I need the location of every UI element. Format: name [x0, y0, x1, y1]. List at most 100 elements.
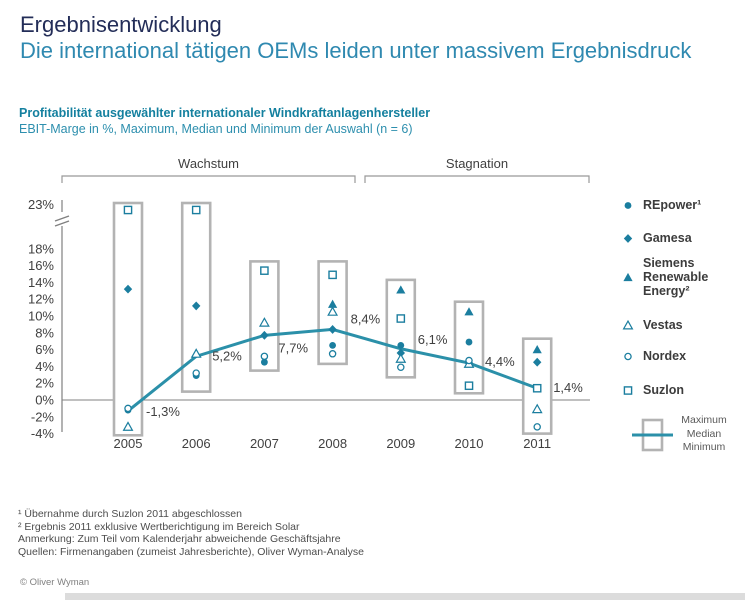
y-tick-10: 10% [28, 309, 54, 324]
footnotes: ¹ Übernahme durch Suzlon 2011 abgeschlos… [18, 508, 364, 558]
marker-suzlon-2008 [328, 270, 337, 280]
marker-suzlon-2011 [532, 383, 542, 393]
footnote-1: ¹ Übernahme durch Suzlon 2011 abgeschlos… [18, 508, 242, 520]
phase-label-stagnation: Stagnation [446, 156, 508, 171]
phase-bracket-wachstum [61, 175, 356, 183]
x-tick-2009: 2009 [386, 436, 415, 451]
y-tick-0: 0% [35, 393, 54, 408]
y-tick-16: 16% [28, 258, 54, 273]
marker-suzlon-2005 [123, 205, 133, 215]
median-label-2010: 4,4% [485, 354, 515, 369]
legend-label: Siemens Renewable Energy² [643, 256, 709, 298]
y-tick-12: 12% [28, 292, 54, 307]
median-label-2007: 7,7% [278, 340, 308, 355]
marker-vestas-2006 [190, 348, 202, 358]
footnote-sources: Quellen: Firmenangaben (zumeist Jahresbe… [18, 545, 364, 558]
marker-vestas-2009 [395, 353, 407, 363]
chart-title: Profitabilität ausgewählter internationa… [19, 106, 431, 120]
range-box-2007 [249, 260, 280, 372]
marker-gamesa-2007 [260, 330, 269, 340]
median-label-2009: 6,1% [418, 332, 448, 347]
x-tick-2005: 2005 [114, 436, 143, 451]
circle-open-glyph [624, 352, 632, 361]
marker-suzlon-2010 [464, 381, 474, 391]
axis-break-slash-2 [54, 220, 70, 227]
legend-item-repower: REpower¹ [620, 197, 701, 213]
marker-vestas-2008 [327, 306, 339, 316]
ebit-margin-chart: Wachstum Stagnation 23% 18% 16% 14% 12% 10%8% 6%… [28, 156, 590, 451]
legend-item-siemens: Siemens Renewable Energy² [620, 256, 708, 298]
legend-label: Vestas [643, 318, 683, 332]
marker-siemens-renewable-energy-2009 [396, 285, 406, 294]
marker-nordex-2008 [328, 350, 337, 358]
triangle-filled-icon [623, 272, 633, 282]
x-tick-2007: 2007 [250, 436, 279, 451]
range-box-2010 [453, 300, 485, 395]
y-tick-2: 2% [35, 376, 54, 391]
median-label-2011: 1,4% [553, 380, 583, 395]
marker-suzlon-2007 [260, 266, 269, 275]
median-label-2006: 5,2% [212, 348, 242, 363]
phase-bracket-stagnation [364, 175, 590, 183]
page-title-message: Die international tätigen OEMs leiden un… [20, 38, 692, 63]
range-box-2005 [112, 201, 144, 437]
triangle-open-icon [622, 319, 634, 330]
legend-item-suzlon: Suzlon [620, 382, 684, 398]
legend-label: Gamesa [643, 231, 692, 245]
y-tick-8: 8% [35, 325, 54, 340]
y-tick-4: 4% [35, 359, 54, 374]
square-open-glyph [623, 386, 633, 395]
marker-suzlon-2006 [191, 205, 201, 215]
x-tick-2006: 2006 [182, 436, 211, 451]
marker-repower-2009 [397, 342, 405, 349]
triangle-open-glyph [622, 319, 634, 330]
range-label-maximum: Maximum [681, 414, 727, 426]
marker-suzlon-2009 [396, 314, 406, 323]
legend-item-vestas: Vestas [620, 317, 683, 333]
marker-repower-2010 [465, 338, 473, 346]
range-legend: Maximum Median Minimum [630, 411, 745, 463]
circle-filled-icon [624, 202, 632, 209]
square-open-icon [623, 386, 633, 395]
x-tick-2010: 2010 [455, 436, 484, 451]
marker-gamesa-2005 [123, 284, 133, 294]
y-tick-18: 18% [28, 241, 54, 256]
marker-nordex-2005 [124, 404, 132, 413]
marker-nordex-2010 [465, 356, 473, 365]
legend-label: Suzlon [643, 383, 684, 397]
circle-open-icon [624, 352, 632, 361]
marker-siemens-renewable-energy-2008 [328, 299, 338, 308]
diamond-filled-icon [623, 234, 633, 243]
footnote-2: ² Ergebnis 2011 exklusive Wertberichtigu… [18, 520, 300, 533]
chart-subtitle: EBIT-Marge in %, Maximum, Median und Min… [19, 122, 413, 136]
marker-vestas-2011 [531, 403, 543, 414]
range-box-2006 [180, 201, 212, 393]
diamond-filled-glyph [623, 234, 633, 243]
y-tick--4: -4% [31, 426, 55, 441]
range-label-minimum: Minimum [682, 441, 726, 453]
box-median-icon [632, 418, 673, 452]
page-title: Ergebnisentwicklung [20, 12, 222, 37]
marker-nordex-2006 [192, 369, 200, 377]
y-tick-23: 23% [28, 197, 54, 212]
legend-item-nordex: Nordex [620, 348, 686, 364]
median-label-2005: -1,3% [146, 404, 180, 419]
marker-gamesa-2009 [396, 348, 405, 358]
marker-gamesa-2011 [533, 357, 542, 367]
marker-nordex-2007 [260, 352, 269, 361]
marker-gamesa-2008 [328, 325, 337, 334]
x-tick-2008: 2008 [318, 436, 347, 451]
marker-siemens-renewable-energy-2010 [464, 307, 474, 316]
marker-siemens-renewable-energy-2011 [532, 345, 542, 354]
marker-nordex-2011 [533, 423, 541, 431]
y-tick-14: 14% [28, 275, 54, 290]
marker-vestas-2007 [258, 317, 270, 327]
marker-nordex-2009 [397, 363, 405, 371]
median-label-2008: 8,4% [351, 311, 381, 326]
x-tick-2011: 2011 [523, 436, 551, 451]
copyright: © Oliver Wyman [20, 577, 90, 588]
marker-repower-2008 [329, 342, 336, 349]
triangle-filled-glyph [623, 272, 633, 282]
bottom-strip [65, 593, 745, 600]
